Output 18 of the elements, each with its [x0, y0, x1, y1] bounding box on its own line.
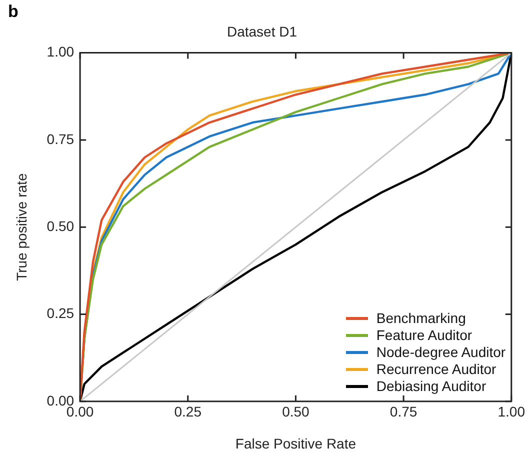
legend-label: Recurrence Auditor	[376, 361, 496, 378]
x-tick-label: 0.75	[390, 404, 418, 420]
y-axis-title: True positive rate	[13, 173, 30, 281]
x-tick-label: 1.00	[498, 404, 526, 420]
chart-title: Dataset D1	[226, 23, 298, 40]
text: b	[8, 2, 18, 22]
x-tick-label: 0.25	[174, 404, 202, 420]
legend-label: Node-degree Auditor	[376, 344, 506, 362]
y-tick-label: 0.25	[46, 305, 74, 322]
legend-label: Debiasing Auditor	[376, 378, 486, 396]
x-tick-label: 0.50	[282, 404, 310, 420]
y-tick-label: 0.00	[46, 392, 74, 408]
legend-label: Benchmarking	[376, 310, 466, 328]
x-axis-title: False Positive Rate	[235, 435, 356, 452]
legend-label: Feature Auditor	[376, 327, 472, 344]
y-tick-label: 0.50	[46, 218, 74, 234]
y-tick-label: 0.75	[46, 130, 74, 147]
y-tick-label: 1.00	[46, 44, 74, 60]
